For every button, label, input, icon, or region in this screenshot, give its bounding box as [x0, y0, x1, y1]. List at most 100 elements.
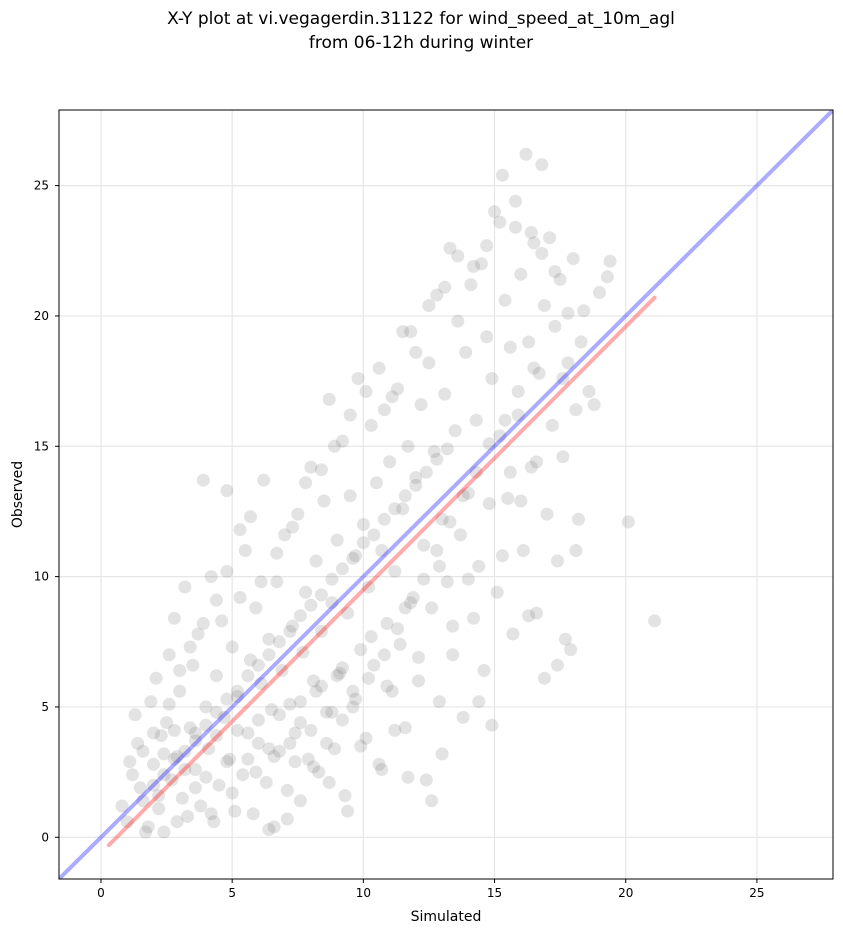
data-point	[551, 658, 564, 672]
data-point	[283, 624, 297, 638]
data-point	[225, 786, 239, 800]
y-tick-label: 5	[41, 700, 49, 714]
data-point	[535, 158, 549, 172]
data-point	[556, 450, 570, 464]
data-point	[167, 752, 181, 766]
data-point	[346, 700, 360, 714]
data-point	[338, 789, 352, 803]
data-point	[419, 773, 433, 787]
data-point	[530, 606, 543, 620]
data-point	[220, 692, 234, 706]
data-point	[314, 679, 328, 693]
data-point	[401, 439, 415, 453]
data-point	[335, 562, 349, 576]
data-point	[561, 306, 575, 320]
data-point	[509, 220, 522, 234]
data-point	[422, 299, 436, 312]
data-point	[453, 528, 467, 542]
data-point	[569, 403, 583, 417]
data-point	[307, 760, 320, 774]
data-point	[196, 473, 210, 487]
data-point	[139, 825, 153, 839]
data-point	[328, 439, 341, 453]
data-point	[464, 278, 478, 292]
data-point	[493, 215, 507, 229]
data-point	[480, 330, 494, 344]
data-point	[128, 708, 142, 722]
data-point	[165, 773, 179, 787]
data-point	[383, 455, 397, 469]
data-point	[167, 611, 181, 625]
data-point	[325, 596, 339, 610]
data-point	[254, 677, 268, 690]
plot-frame	[58, 109, 834, 880]
data-point	[178, 763, 192, 776]
y-axis-ticks: 0 5 10 15 20 25	[34, 179, 59, 844]
data-point	[509, 194, 522, 208]
data-point	[154, 729, 168, 743]
data-point	[548, 265, 562, 279]
data-point	[482, 497, 496, 511]
fit-line	[106, 295, 657, 848]
data-point	[351, 372, 365, 385]
data-point	[359, 385, 373, 398]
data-point	[343, 489, 357, 503]
data-point	[469, 413, 483, 427]
data-point	[480, 239, 494, 253]
data-point	[220, 755, 234, 769]
data-point	[343, 408, 357, 422]
data-point	[498, 293, 512, 307]
data-point	[299, 476, 313, 490]
data-point	[254, 575, 268, 589]
data-point	[501, 491, 515, 505]
data-point	[425, 601, 439, 615]
data-point	[188, 781, 202, 795]
data-point	[385, 390, 399, 404]
data-point	[372, 361, 386, 375]
data-points	[115, 147, 662, 839]
data-point	[535, 246, 549, 260]
data-point	[188, 726, 202, 740]
data-point	[587, 398, 601, 412]
data-point	[157, 768, 171, 782]
data-point	[152, 789, 166, 803]
data-point	[162, 648, 176, 662]
data-point	[522, 335, 536, 349]
data-point	[178, 580, 192, 594]
data-point	[417, 538, 431, 552]
data-point	[325, 705, 339, 719]
data-point	[388, 564, 402, 578]
data-point	[388, 723, 402, 737]
data-point	[293, 695, 307, 709]
data-point	[335, 434, 349, 448]
data-point	[577, 304, 591, 318]
data-point	[556, 372, 570, 385]
data-point	[375, 544, 389, 557]
data-point	[530, 455, 543, 469]
data-point	[495, 168, 509, 182]
data-point	[293, 609, 307, 623]
data-point	[451, 249, 465, 263]
data-point	[175, 791, 189, 805]
data-point	[322, 392, 336, 406]
data-point	[230, 684, 244, 698]
data-point	[537, 299, 551, 312]
data-point	[115, 799, 129, 813]
data-point	[540, 507, 554, 521]
data-point	[307, 674, 320, 688]
data-point	[335, 661, 349, 675]
data-point	[364, 630, 378, 644]
data-point	[272, 708, 286, 722]
identity-line	[59, 110, 833, 879]
data-point	[217, 710, 231, 724]
data-point	[314, 463, 328, 477]
data-point	[325, 572, 339, 586]
data-point	[241, 669, 255, 683]
data-point	[341, 606, 355, 620]
data-point	[133, 781, 147, 795]
chart-title-line-1: X-Y plot at vi.vegagerdin.31122 for wind…	[167, 9, 675, 29]
data-point	[181, 809, 195, 823]
data-point	[293, 716, 307, 730]
data-point	[396, 502, 410, 516]
